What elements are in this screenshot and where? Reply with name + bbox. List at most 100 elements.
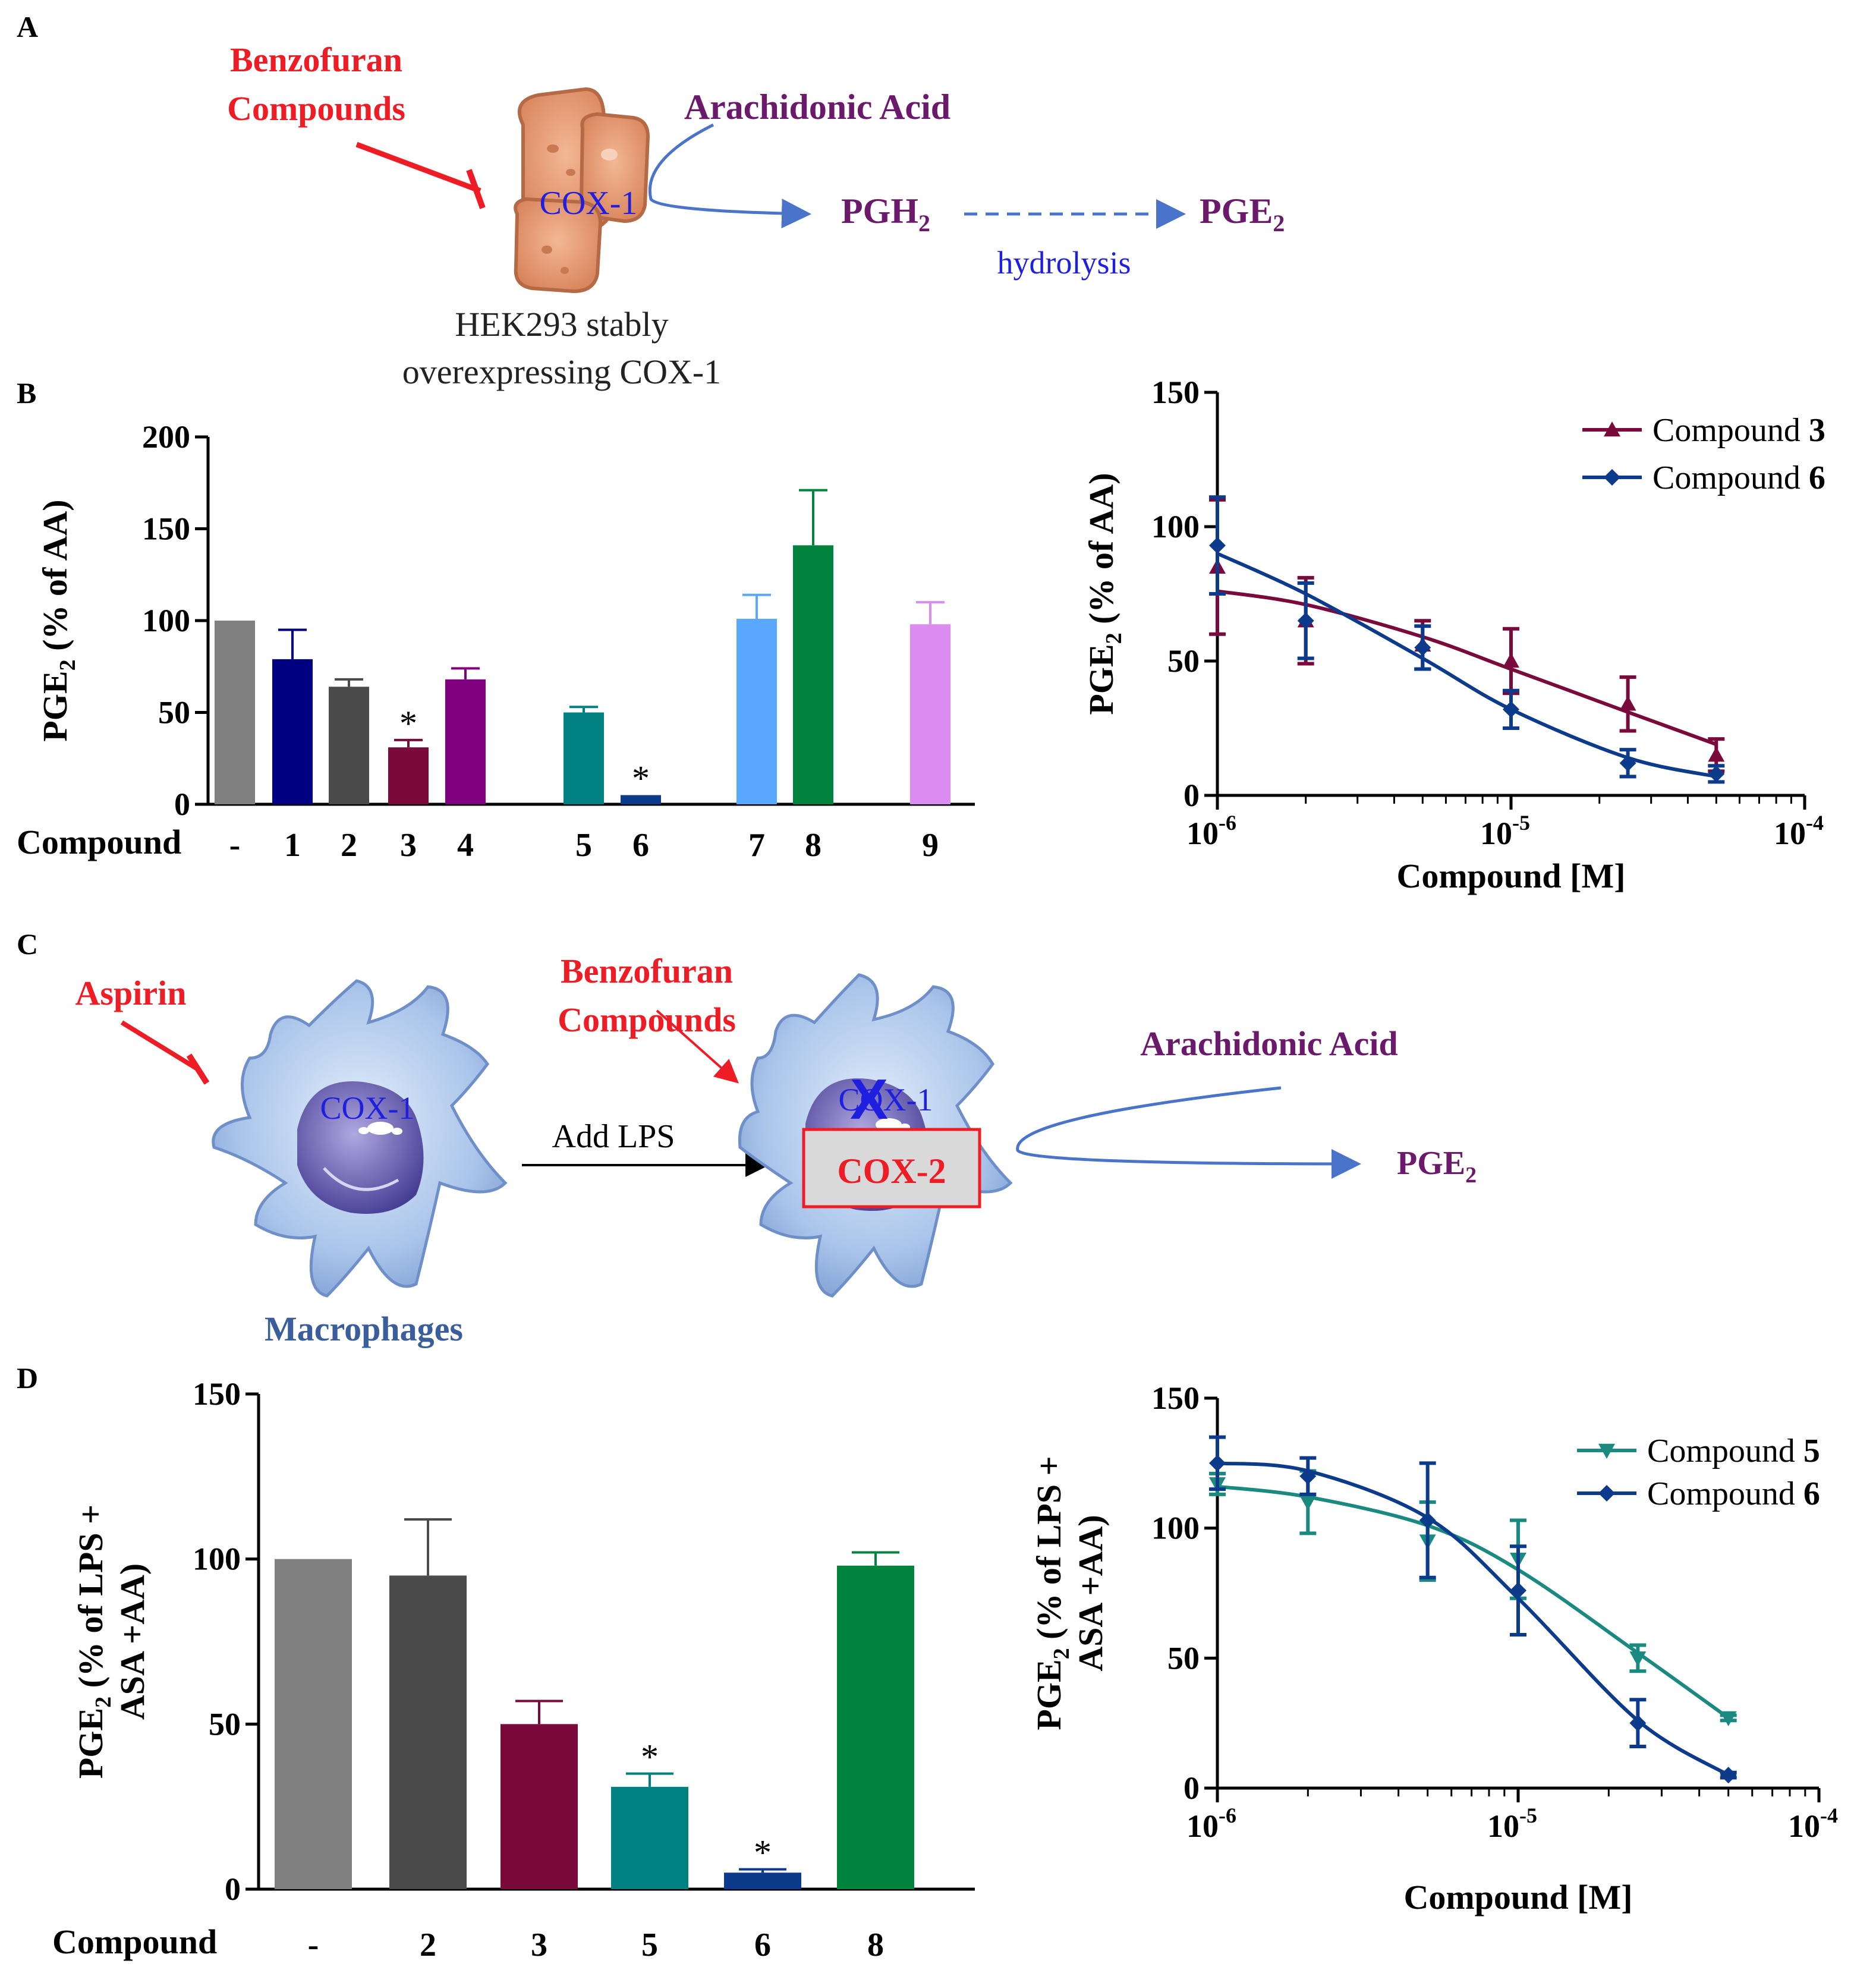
x-axis-label: Compound (17, 823, 181, 861)
y-axis-label-line2: ASA +AA) (1071, 1515, 1110, 1671)
data-point (1629, 1714, 1647, 1732)
fit-curve (1216, 552, 1717, 779)
x-tick-label: - (229, 827, 241, 864)
y-tick-label: 200 (142, 419, 190, 455)
data-point (1708, 747, 1725, 762)
panel-letter-d: D (17, 1361, 38, 1395)
x-tick-label: 5 (641, 1927, 658, 1963)
blocked-cox1-label: COX-1 (839, 1082, 933, 1118)
aspirin-inhibition-bar (186, 1053, 210, 1085)
panel-c: C Aspirin COX-1 Add LPS Benzofuran Compo… (17, 927, 1477, 1348)
y-tick-label: 100 (1151, 509, 1200, 545)
x-tick-label: 8 (867, 1927, 884, 1963)
x-tick-label: 5 (575, 827, 592, 864)
x-axis-label: Compound (52, 1922, 217, 1961)
chart-d-line: 0 50 100 150 10-6 10-5 10-4 Compound [M] PGE2 (%… (1030, 1380, 1838, 1916)
chart-b-line: 0 50 100 150 10-6 10-5 10-4 Compound [M] PGE2 (%… (1082, 375, 1825, 895)
panel-letter-b: B (17, 376, 36, 410)
y-axis-label: PGE2 (% of LPS + (71, 1505, 116, 1779)
data-point (1619, 754, 1636, 772)
hydrolysis-label: hydrolysis (997, 245, 1131, 281)
x-tick-label: 6 (632, 827, 649, 864)
y-tick-label: 150 (1151, 375, 1200, 410)
y-axis-label-line2: ASA +AA) (113, 1563, 152, 1720)
legend-marker (1604, 421, 1620, 437)
y-tick-label: 0 (225, 1871, 241, 1907)
y-tick-label: 150 (142, 511, 190, 547)
x-tick-label: 7 (748, 827, 765, 864)
y-tick-label: 150 (193, 1376, 241, 1412)
bar-compound-7 (736, 618, 777, 804)
panel-letter-a: A (17, 10, 38, 43)
c-conversion-arrow (1016, 1086, 1361, 1179)
chart-b-bar: 0 50 100 150 200 - 1 2 * 3 4 5 * 6 7 8 9 Compound PGE2 (% … (17, 419, 975, 864)
legend-marker (1598, 1485, 1615, 1502)
x-tick-label: 2 (341, 827, 357, 864)
bar-compound-5 (611, 1786, 688, 1889)
x-tick-label: 3 (400, 827, 417, 864)
series-compound-6 (1209, 1435, 1737, 1784)
legend-label: Compound 6 (1647, 1475, 1820, 1512)
pgh2-label: PGH2 (841, 191, 930, 237)
x-tick-label: 10-5 (1487, 1804, 1537, 1844)
conversion-arrow (648, 123, 811, 229)
significance-marker: * (632, 759, 650, 798)
x-tick-label: 2 (420, 1927, 436, 1963)
y-tick-label: 100 (193, 1541, 241, 1577)
y-tick-label: 100 (1151, 1510, 1200, 1546)
data-point (1299, 1495, 1317, 1510)
y-tick-label: 50 (209, 1706, 241, 1742)
fit-curve (1217, 589, 1717, 746)
c-pge2-label: PGE2 (1397, 1145, 1477, 1188)
bar-compound-6 (621, 795, 661, 804)
x-tick-label: 3 (531, 1927, 547, 1963)
pge2-label: PGE2 (1200, 191, 1285, 237)
aspirin-inhibition-line (120, 1020, 201, 1072)
macrophage-icon-resting (212, 979, 508, 1298)
data-point (1510, 1582, 1526, 1599)
inhibitor-label-line2: Compounds (227, 89, 405, 128)
data-point (1503, 653, 1519, 668)
cell-line-label-line2: overexpressing COX-1 (402, 353, 721, 391)
y-tick-label: 50 (158, 695, 190, 731)
aspirin-label: Aspirin (75, 974, 187, 1012)
y-tick-label: 150 (1151, 1380, 1200, 1416)
bar-compound-1 (272, 659, 313, 804)
x-tick-label: 9 (922, 827, 939, 864)
data-point (1720, 1767, 1737, 1784)
y-tick-label: 50 (1167, 643, 1200, 679)
y-tick-label: 100 (142, 603, 190, 638)
inhibitor2-label-line2: Compounds (558, 1000, 736, 1039)
data-point (1503, 701, 1519, 718)
x-tick-label: 8 (805, 827, 821, 864)
data-point (1708, 765, 1725, 782)
inhibition-bar (466, 169, 486, 209)
significance-marker: * (754, 1833, 772, 1873)
x-axis-label: Compound [M] (1403, 1878, 1632, 1916)
inhibitor2-arrow (656, 1009, 739, 1084)
y-tick-label: 0 (174, 786, 190, 822)
x-tick-label: - (308, 1927, 319, 1963)
y-axis-label: PGE2 (% of AA) (1082, 473, 1126, 715)
bar-control (275, 1559, 352, 1889)
series-compound-6 (1209, 495, 1725, 784)
bar-compound-3 (388, 747, 429, 804)
cox2-box (802, 1128, 981, 1209)
macrophage-cox1-label: COX-1 (320, 1090, 415, 1126)
y-tick-label: 0 (1183, 778, 1200, 813)
blocked-x-mark: X (850, 1068, 888, 1131)
panel-letter-c: C (17, 927, 38, 961)
y-tick-label: 0 (1183, 1770, 1200, 1806)
data-point (1209, 537, 1226, 554)
inhibitor-label-line1: Benzofuran (230, 40, 402, 79)
x-tick-label: 1 (284, 827, 301, 864)
macrophages-label: Macrophages (265, 1310, 463, 1348)
bar-compound-9 (910, 624, 950, 804)
panel-a: A Benzofuran Compounds COX-1 Arachidonic… (17, 10, 1285, 391)
x-axis-label: Compound [M] (1396, 857, 1625, 895)
chart-d-bar: 0 50 100 150 - 2 3 * 5 * 6 8 Compound PGE2 (% of LPS … (52, 1376, 975, 1963)
x-tick-label: 10-6 (1186, 1804, 1236, 1844)
data-point (1619, 696, 1636, 711)
legend-label: Compound 3 (1652, 412, 1825, 449)
data-point (1299, 1468, 1317, 1485)
